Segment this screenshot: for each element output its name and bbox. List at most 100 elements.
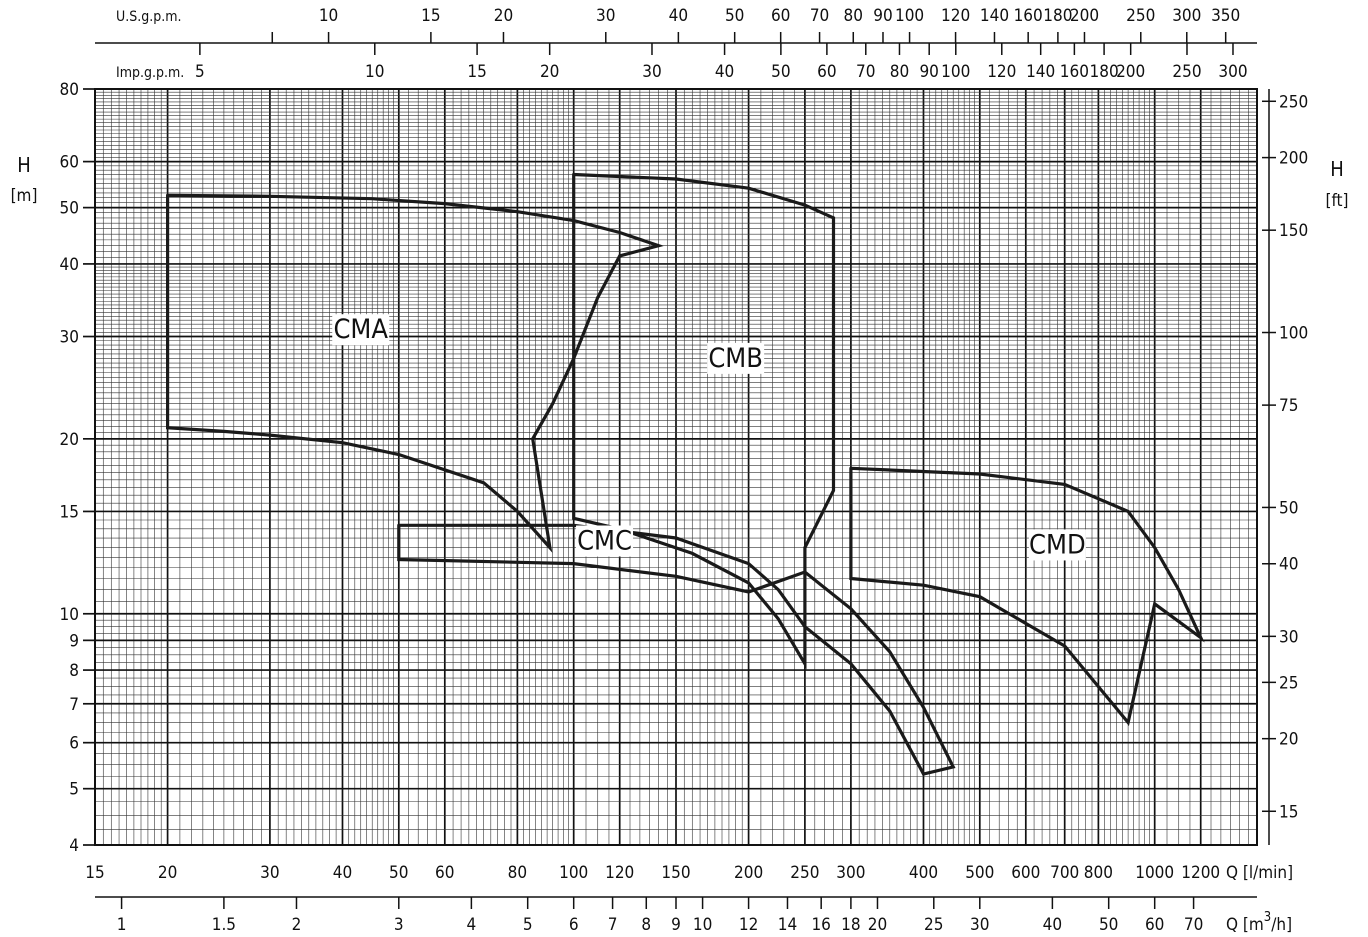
x-tick-label-lmin: 500 bbox=[965, 863, 994, 883]
x-tick-label-lmin: 600 bbox=[1011, 863, 1040, 883]
x-tick-label-impgpm: 70 bbox=[856, 62, 875, 82]
x-tick-label-usgpm: 80 bbox=[844, 6, 863, 26]
x-tick-label-usgpm: 200 bbox=[1070, 6, 1099, 26]
y-tick-label-ft: 250 bbox=[1279, 92, 1308, 112]
x-axis-title-impgpm: Imp.g.p.m. bbox=[116, 65, 184, 81]
y-tick-label-m: 7 bbox=[69, 695, 79, 715]
y-axis-title-m: H bbox=[17, 153, 31, 177]
x-tick-label-m3h: 8 bbox=[641, 915, 651, 935]
y-tick-label-m: 15 bbox=[60, 502, 79, 522]
series-label-bg bbox=[707, 342, 765, 374]
series-label-cma: CMA bbox=[333, 314, 388, 345]
series-label-cmd: CMD bbox=[1029, 529, 1086, 560]
x-tick-label-m3h: 18 bbox=[841, 915, 860, 935]
x-axis-title-usgpm: U.S.g.p.m. bbox=[116, 9, 181, 25]
x-tick-label-m3h: 12 bbox=[739, 915, 758, 935]
x-tick-label-impgpm: 10 bbox=[365, 62, 384, 82]
y-tick-label-m: 80 bbox=[60, 80, 79, 100]
x-tick-label-lmin: 700 bbox=[1050, 863, 1079, 883]
x-tick-label-m3h: 14 bbox=[778, 915, 797, 935]
x-tick-label-impgpm: 180 bbox=[1089, 62, 1118, 82]
x-tick-label-m3h: 25 bbox=[924, 915, 943, 935]
x-tick-label-impgpm: 120 bbox=[987, 62, 1016, 82]
x-tick-label-lmin: 50 bbox=[389, 863, 408, 883]
x-tick-label-usgpm: 70 bbox=[810, 6, 829, 26]
x-tick-label-impgpm: 90 bbox=[919, 62, 938, 82]
x-tick-label-lmin: 15 bbox=[85, 863, 104, 883]
x-tick-label-impgpm: 15 bbox=[467, 62, 486, 82]
series-label-bg bbox=[576, 525, 634, 557]
x-tick-label-usgpm: 10 bbox=[319, 6, 338, 26]
x-tick-label-m3h: 1 bbox=[117, 915, 127, 935]
x-tick-label-impgpm: 140 bbox=[1026, 62, 1055, 82]
series-label-bg bbox=[332, 314, 390, 346]
y-tick-label-m: 4 bbox=[69, 836, 79, 856]
x-axis-title-m3h-main: Q [m bbox=[1226, 915, 1264, 935]
y-tick-label-m: 5 bbox=[69, 780, 79, 800]
y-tick-label-ft: 100 bbox=[1279, 324, 1308, 344]
x-tick-label-usgpm: 100 bbox=[895, 6, 924, 26]
y-tick-label-ft: 50 bbox=[1279, 498, 1298, 518]
y-tick-label-m: 8 bbox=[69, 661, 79, 681]
x-tick-label-usgpm: 140 bbox=[980, 6, 1009, 26]
x-tick-label-lmin: 40 bbox=[333, 863, 352, 883]
x-tick-label-m3h: 70 bbox=[1184, 915, 1203, 935]
x-tick-label-m3h: 9 bbox=[671, 915, 681, 935]
x-tick-label-lmin: 20 bbox=[158, 863, 177, 883]
y-tick-label-ft: 15 bbox=[1279, 802, 1298, 822]
x-tick-label-usgpm: 120 bbox=[941, 6, 970, 26]
x-axis-title-m3h-sup: 3 bbox=[1264, 910, 1271, 925]
x-tick-label-usgpm: 15 bbox=[421, 6, 440, 26]
series-outline-cmd bbox=[849, 466, 1205, 727]
x-tick-label-impgpm: 160 bbox=[1060, 62, 1089, 82]
x-tick-label-usgpm: 50 bbox=[725, 6, 744, 26]
y-tick-label-ft: 150 bbox=[1279, 221, 1308, 241]
series-outline-cmc bbox=[397, 523, 956, 776]
series-label-bg bbox=[1028, 529, 1086, 561]
series-label-cmb: CMB bbox=[708, 343, 763, 374]
y-axis-unit-m: [m] bbox=[11, 186, 38, 206]
y-tick-label-m: 30 bbox=[60, 328, 79, 348]
x-tick-label-m3h: 3 bbox=[394, 915, 404, 935]
y-tick-label-m: 50 bbox=[60, 199, 79, 219]
plot-frame bbox=[94, 88, 1258, 846]
y-tick-label-m: 40 bbox=[60, 255, 79, 275]
x-tick-label-impgpm: 80 bbox=[890, 62, 909, 82]
series-cma: CMA bbox=[166, 193, 665, 553]
x-tick-label-impgpm: 200 bbox=[1116, 62, 1145, 82]
x-tick-label-m3h: 10 bbox=[693, 915, 712, 935]
x-tick-label-lmin: 60 bbox=[435, 863, 454, 883]
y-tick-label-ft: 30 bbox=[1279, 627, 1298, 647]
x-tick-label-m3h: 1.5 bbox=[212, 915, 236, 935]
x-tick-label-lmin: 120 bbox=[605, 863, 634, 883]
y-axis-ft: 15 20 25 30 40 50 75 100 150 200 250 H [ft] bbox=[1262, 89, 1349, 845]
x-tick-label-m3h: 40 bbox=[1043, 915, 1062, 935]
x-tick-label-usgpm: 60 bbox=[771, 6, 790, 26]
x-tick-label-usgpm: 30 bbox=[596, 6, 615, 26]
x-tick-label-impgpm: 40 bbox=[715, 62, 734, 82]
x-tick-label-impgpm: 5 bbox=[195, 62, 205, 82]
x-tick-label-m3h: 50 bbox=[1099, 915, 1118, 935]
x-tick-label-lmin: 300 bbox=[836, 863, 865, 883]
x-tick-label-m3h: 20 bbox=[868, 915, 887, 935]
x-tick-label-m3h: 60 bbox=[1145, 915, 1164, 935]
x-tick-label-impgpm: 20 bbox=[540, 62, 559, 82]
y-tick-label-m: 20 bbox=[60, 430, 79, 450]
grid bbox=[94, 88, 1258, 846]
x-tick-label-lmin: 80 bbox=[508, 863, 527, 883]
x-tick-label-impgpm: 250 bbox=[1172, 62, 1201, 82]
y-tick-label-m: 10 bbox=[60, 605, 79, 625]
x-tick-label-lmin: 1200 bbox=[1181, 863, 1220, 883]
x-tick-label-impgpm: 50 bbox=[771, 62, 790, 82]
x-tick-label-usgpm: 350 bbox=[1211, 6, 1240, 26]
y-tick-label-m: 9 bbox=[69, 631, 79, 651]
x-tick-label-m3h: 5 bbox=[523, 915, 533, 935]
x-axis-lmin: 15 20 30 40 50 60 80 100 120 150 200 250 300 400 500 60… bbox=[85, 863, 1293, 883]
x-tick-label-usgpm: 90 bbox=[873, 6, 892, 26]
y-tick-label-m: 6 bbox=[69, 734, 79, 754]
x-tick-label-usgpm: 160 bbox=[1014, 6, 1043, 26]
y-axis-m: 4 5 6 7 8 9 10 15 20 30 40 50 60 80 H [m] bbox=[11, 80, 95, 856]
series-cmc: CMC bbox=[397, 523, 956, 776]
